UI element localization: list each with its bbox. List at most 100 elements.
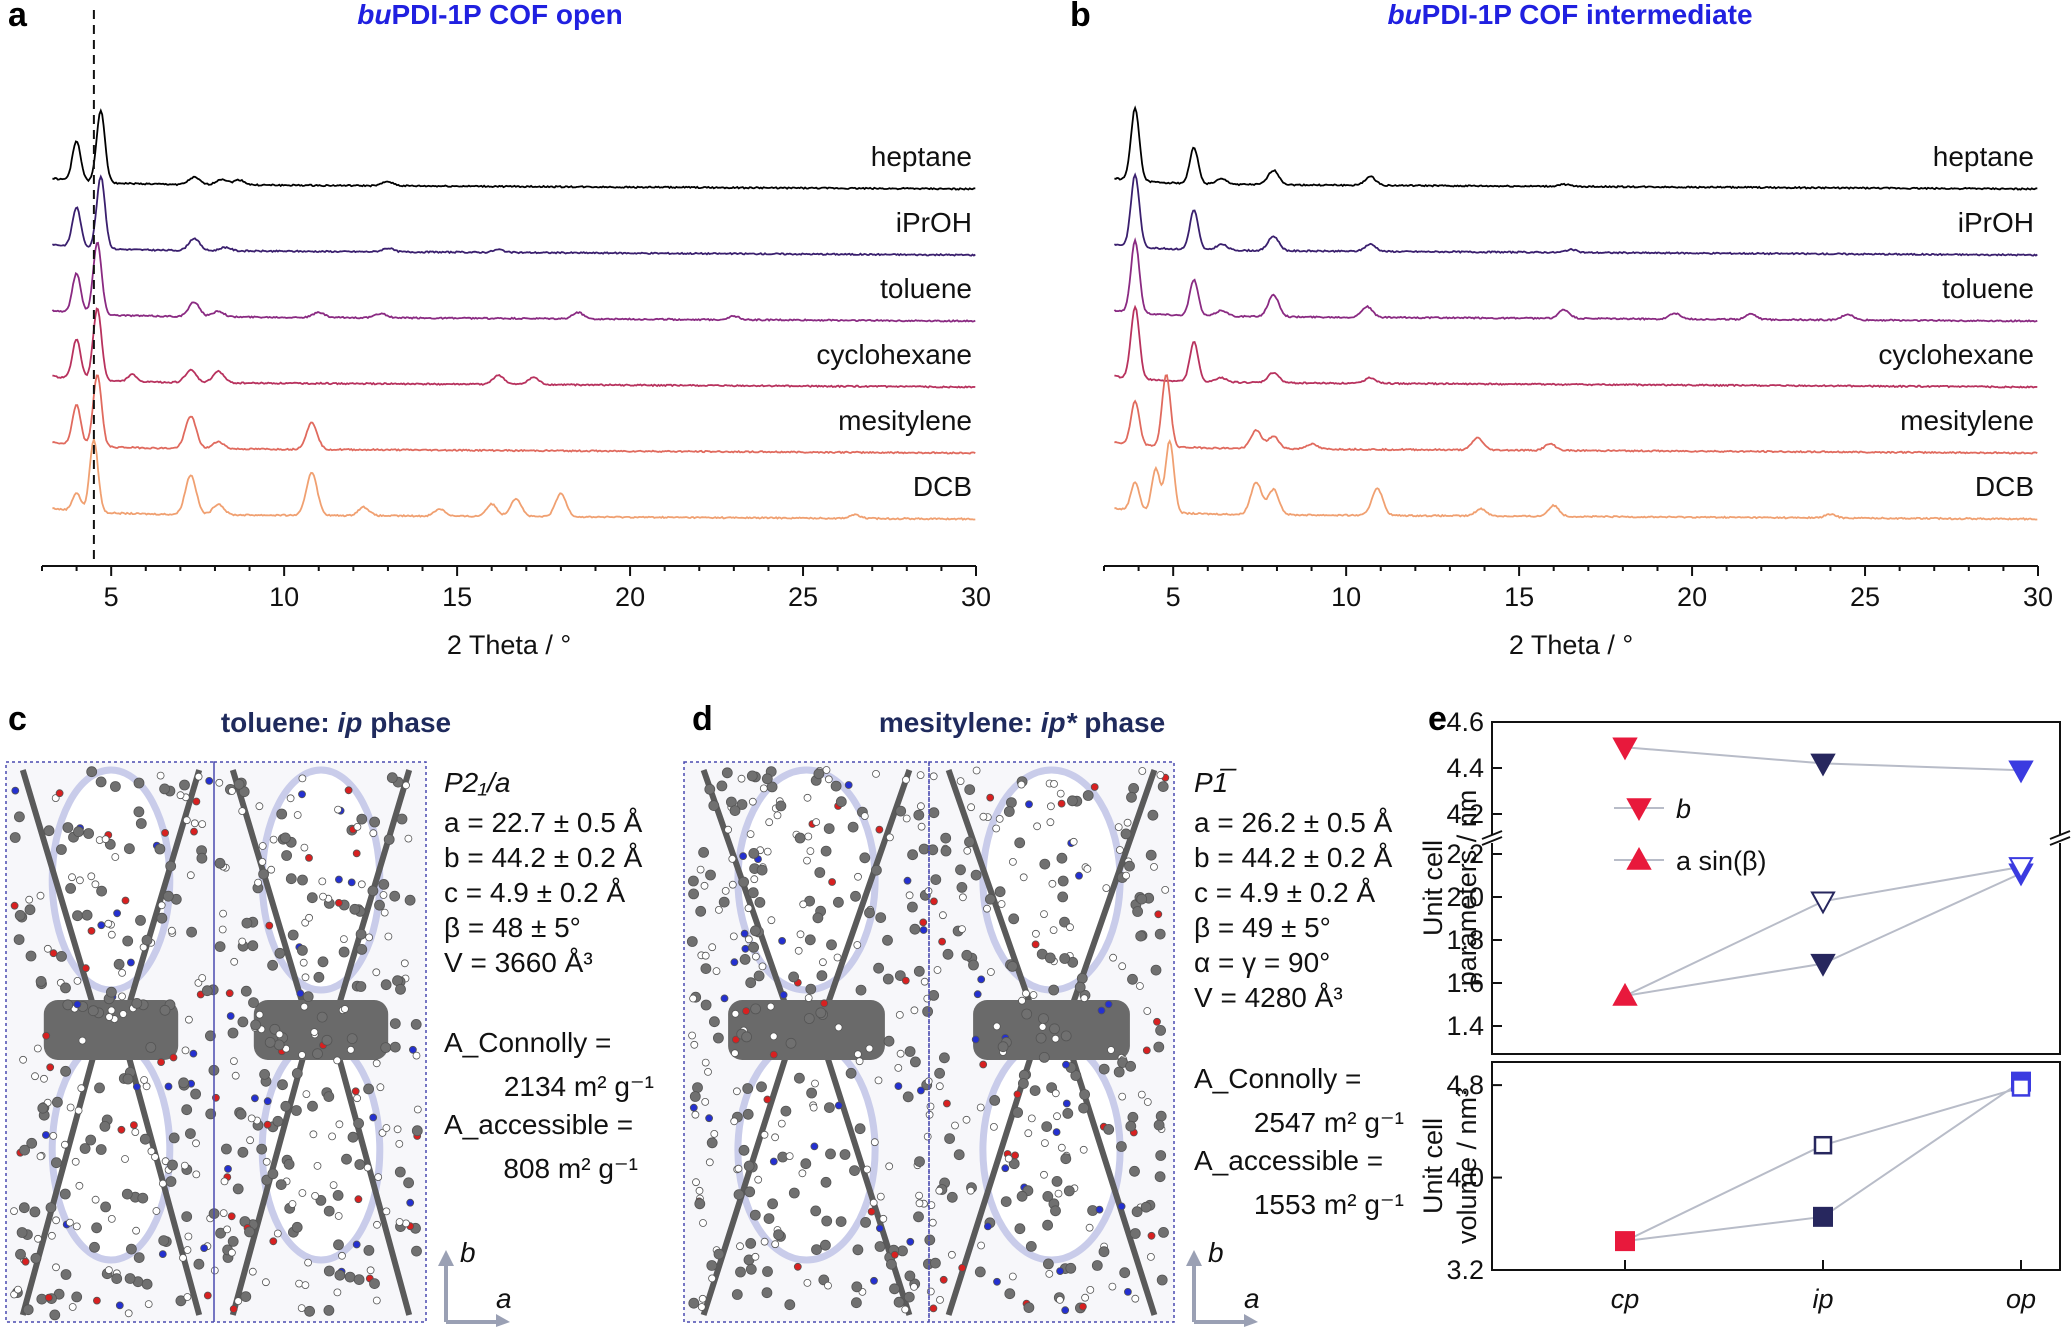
atom bbox=[287, 929, 299, 941]
atom bbox=[1022, 989, 1030, 998]
atom bbox=[237, 1146, 249, 1158]
atom bbox=[731, 1049, 739, 1058]
atom bbox=[333, 1288, 342, 1297]
atom bbox=[353, 1274, 365, 1285]
atom bbox=[944, 1133, 955, 1144]
atom bbox=[132, 1226, 141, 1235]
atom bbox=[690, 1040, 699, 1049]
structure-parameter: β = 49 ± 5° bbox=[1194, 912, 1331, 943]
atom bbox=[744, 935, 753, 944]
atom bbox=[158, 1179, 167, 1188]
atom bbox=[48, 1231, 56, 1240]
atom bbox=[1049, 926, 1058, 934]
atom bbox=[860, 812, 869, 820]
atom bbox=[1153, 1119, 1165, 1131]
atom bbox=[267, 1168, 279, 1180]
atom bbox=[828, 878, 836, 886]
atom bbox=[229, 1305, 238, 1313]
xrd-curve-mesitylene bbox=[1114, 374, 2038, 455]
legend-marker bbox=[1626, 798, 1652, 822]
atom bbox=[338, 946, 350, 958]
atom bbox=[710, 1130, 719, 1138]
atom bbox=[763, 847, 772, 856]
atom bbox=[1056, 1296, 1064, 1304]
atom bbox=[1158, 1227, 1169, 1238]
atom bbox=[87, 1005, 99, 1017]
e-bottom-y-title-line1: Unit cell bbox=[1418, 1118, 1448, 1214]
atom bbox=[1044, 952, 1056, 964]
atom bbox=[76, 876, 84, 885]
atom bbox=[1062, 1099, 1071, 1108]
atom bbox=[1033, 822, 1041, 831]
connolly-value-d: 2547 m² g⁻¹ bbox=[1254, 1107, 1404, 1138]
atom bbox=[756, 864, 768, 876]
atom bbox=[970, 869, 982, 881]
accessible-value-c: 808 m² g⁻¹ bbox=[503, 1153, 638, 1184]
atom bbox=[916, 771, 925, 779]
atom bbox=[953, 1149, 965, 1161]
atom bbox=[250, 1019, 262, 1031]
atom bbox=[971, 1035, 980, 1044]
atom bbox=[313, 1162, 322, 1170]
atom bbox=[748, 848, 760, 859]
xrd-plot-a: 5 10 15 20 25 30 2 Theta / ° heptane iPrOH toluen… bbox=[41, 10, 991, 660]
x-tick-label: 25 bbox=[788, 582, 818, 612]
atom bbox=[328, 1132, 337, 1141]
atom bbox=[936, 1296, 944, 1304]
atom bbox=[967, 803, 975, 812]
atom bbox=[135, 915, 146, 926]
atom bbox=[811, 1244, 822, 1255]
atom bbox=[386, 772, 398, 784]
e-marker-b bbox=[1810, 753, 1836, 777]
atom bbox=[181, 1104, 193, 1116]
atom bbox=[793, 1262, 802, 1271]
atom bbox=[1057, 1143, 1066, 1152]
e-marker-volume-open bbox=[1813, 1135, 1833, 1155]
atom bbox=[97, 921, 106, 930]
atom bbox=[907, 849, 918, 861]
atom bbox=[147, 1147, 156, 1156]
atom bbox=[1150, 964, 1162, 976]
atom bbox=[762, 1266, 773, 1277]
axis-break-gap bbox=[1484, 835, 1500, 843]
axis-b-arrowhead-c bbox=[438, 1250, 454, 1266]
e-marker-asinb-filled bbox=[1810, 953, 1836, 977]
atom bbox=[1154, 1171, 1166, 1183]
panel-c-title: toluene: ip phase bbox=[221, 707, 451, 738]
atom bbox=[190, 1088, 202, 1100]
atom bbox=[1011, 1151, 1019, 1160]
atom bbox=[812, 912, 824, 924]
atom bbox=[333, 1056, 342, 1065]
atom bbox=[713, 1032, 724, 1044]
atom bbox=[394, 1166, 406, 1178]
atom bbox=[241, 917, 253, 929]
atom bbox=[72, 1222, 81, 1231]
atom bbox=[704, 1068, 712, 1076]
atom bbox=[811, 1079, 819, 1088]
atom bbox=[735, 1266, 746, 1278]
e-category-label-op: op bbox=[2006, 1284, 2036, 1314]
atom bbox=[40, 1074, 48, 1083]
atom bbox=[43, 825, 55, 837]
atom bbox=[923, 1132, 932, 1141]
atom bbox=[1127, 1111, 1139, 1123]
atom bbox=[52, 1096, 63, 1108]
atom bbox=[335, 1120, 344, 1129]
atom bbox=[962, 1115, 971, 1124]
atom bbox=[179, 779, 190, 791]
atom bbox=[366, 1266, 375, 1275]
atom bbox=[1127, 973, 1138, 985]
atom bbox=[750, 1003, 761, 1015]
atom bbox=[803, 793, 812, 802]
atom bbox=[729, 932, 738, 941]
atom bbox=[1120, 828, 1132, 840]
atom bbox=[893, 1296, 905, 1308]
atom bbox=[1102, 884, 1111, 892]
atom bbox=[13, 934, 25, 945]
atom bbox=[309, 1130, 318, 1139]
atom bbox=[810, 1142, 819, 1151]
e-bottom-y-title-line2: volume / nm³ bbox=[1452, 1088, 1482, 1244]
atom bbox=[107, 1006, 116, 1015]
xrd-curve-toluene bbox=[1113, 237, 2038, 323]
atom bbox=[966, 1186, 975, 1195]
